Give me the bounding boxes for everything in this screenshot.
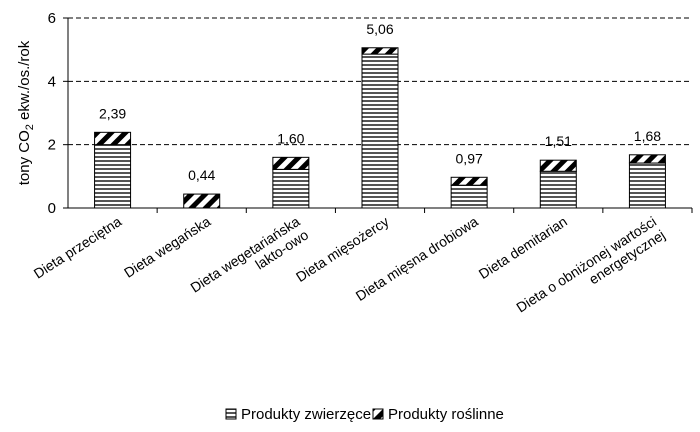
bar-segment-plant	[450, 176, 488, 186]
y-axis-ticks: 0 2 4 6	[48, 10, 68, 217]
axes	[67, 18, 693, 213]
y-tick-label: 2	[48, 137, 56, 154]
legend-swatch-plant	[372, 408, 384, 420]
bar-segment-plant	[628, 154, 666, 164]
data-label: 1,51	[545, 133, 572, 149]
bar-segment-animal	[539, 170, 577, 209]
x-category-label: Dieta przeciętna	[31, 213, 125, 282]
bar-segment-animal	[628, 162, 666, 209]
x-category-label: Dieta wegańska	[121, 213, 213, 281]
data-label: 1,60	[277, 130, 304, 146]
bar-segment-plant	[361, 47, 399, 55]
bar-segment-plant	[539, 159, 577, 172]
x-category-label: Dieta demitarian	[476, 213, 570, 282]
data-label: 1,68	[634, 128, 661, 144]
x-category-label-line: Dieta przeciętna	[31, 213, 125, 282]
legend-swatch-animal	[225, 408, 237, 420]
bar-segment-animal	[361, 53, 399, 209]
y-tick-label: 6	[48, 10, 56, 27]
bar-segment-plant	[183, 193, 221, 209]
bar-segment-animal	[272, 168, 310, 209]
bar-segment-plant	[94, 131, 132, 146]
bar-segment-animal	[94, 144, 132, 209]
x-category-label-line: Dieta demitarian	[476, 213, 570, 282]
legend-item-plant: Produkty roślinne	[372, 406, 504, 423]
data-label: 5,06	[366, 21, 393, 37]
data-label: 2,39	[99, 105, 126, 121]
data-labels: 2,39 0,44 1,60 5,06 0,97 1,51 1,68	[99, 21, 661, 183]
x-category-label-line: Dieta o obniżonej wartości	[513, 213, 659, 315]
legend-label-plant: Produkty roślinne	[388, 406, 504, 423]
bar-segment-animal	[450, 184, 488, 209]
x-category-label-line: Dieta wegańska	[121, 213, 213, 281]
data-label: 0,44	[188, 167, 215, 183]
y-tick-label: 4	[48, 73, 56, 90]
y-axis-label-subscript: 2	[24, 124, 36, 130]
y-tick-label: 0	[48, 200, 56, 217]
legend-item-animal: Produkty zwierzęce	[225, 406, 371, 423]
legend-label-animal: Produkty zwierzęce	[241, 406, 371, 423]
y-axis-label-rest: ekw./os./rok	[16, 40, 33, 124]
y-axis-label-main: tony CO	[16, 130, 33, 185]
data-label: 0,97	[456, 150, 483, 166]
y-axis-label: tony CO2 ekw./os./rok	[16, 40, 36, 185]
legend: Produkty zwierzęce Produkty roślinne	[225, 406, 504, 423]
bars	[94, 47, 666, 209]
bar-segment-plant	[272, 156, 310, 170]
